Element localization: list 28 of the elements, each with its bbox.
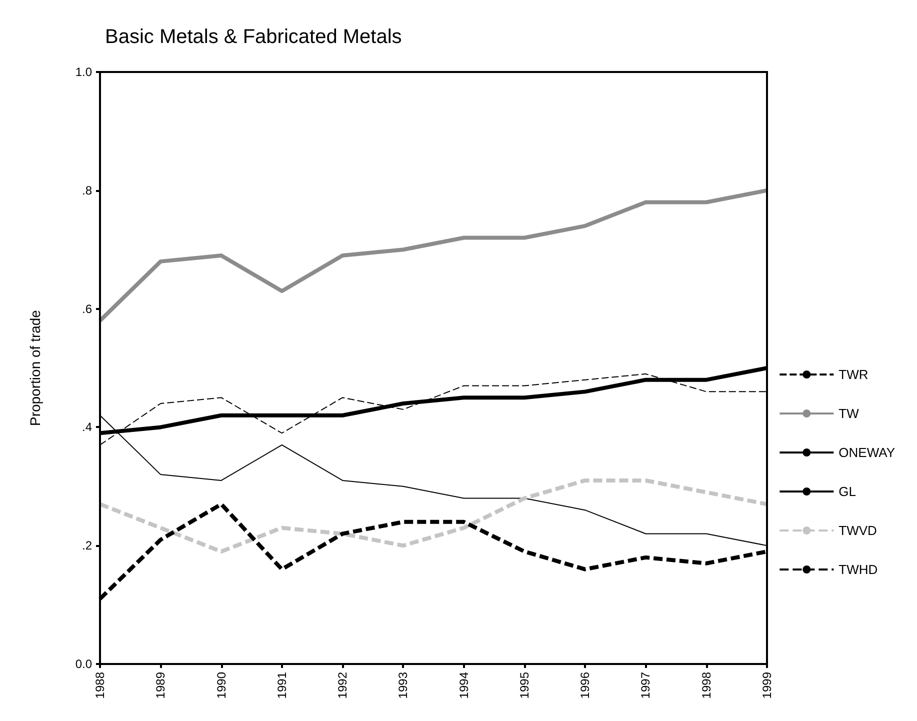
legend-label: ONEWAY — [838, 445, 896, 460]
y-tick-label: .8 — [82, 183, 92, 198]
x-tick-label: 1998 — [699, 672, 714, 699]
y-tick-label: 0.0 — [75, 657, 92, 671]
y-tick-label: .4 — [82, 420, 92, 434]
legend-label: TWR — [838, 367, 868, 382]
y-tick-label: 1.0 — [75, 65, 92, 79]
x-tick-label: 1994 — [456, 672, 471, 699]
y-axis-title: Proportion of trade — [27, 310, 43, 426]
x-tick-label: 1992 — [336, 672, 350, 699]
legend-label: GL — [838, 484, 856, 499]
line-series — [98, 478, 769, 554]
legend-label: TW — [838, 406, 860, 421]
line-series — [98, 188, 769, 323]
x-tick-label: 1995 — [517, 672, 532, 699]
y-tick-label: .2 — [82, 538, 92, 553]
legend-label: TWVD — [838, 523, 877, 538]
legend-label: TWHD — [838, 562, 878, 577]
chart-title: Basic Metals & Fabricated Metals — [105, 26, 402, 48]
x-tick-label: 1993 — [396, 672, 410, 699]
x-tick-label: 1988 — [93, 672, 107, 699]
x-tick-label: 1999 — [760, 672, 774, 699]
x-tick-label: 1996 — [578, 672, 592, 699]
x-tick-label: 1989 — [154, 672, 168, 699]
x-tick-label: 1997 — [638, 672, 653, 699]
x-tick-label: 1991 — [274, 672, 289, 699]
y-tick-label: .6 — [82, 302, 92, 316]
x-tick-label: 1990 — [214, 672, 228, 699]
